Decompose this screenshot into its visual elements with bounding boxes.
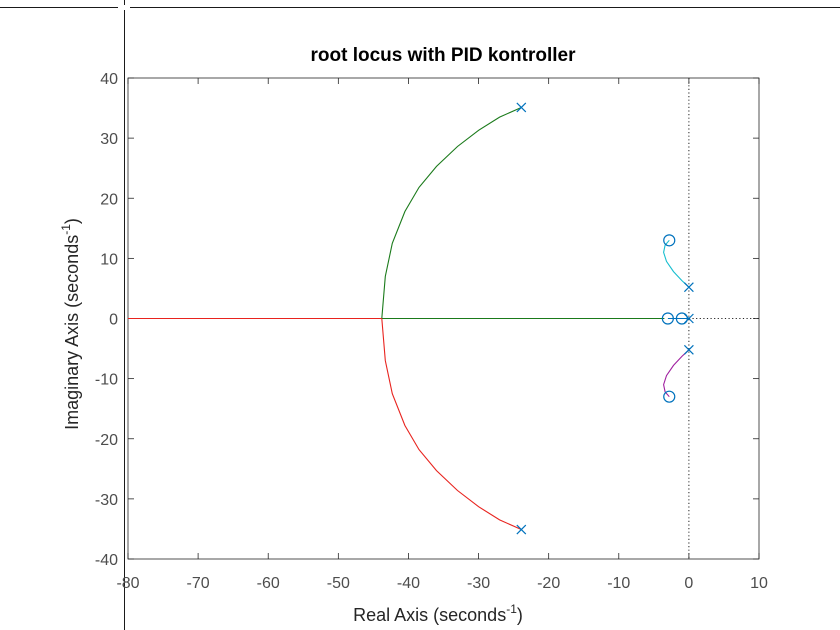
x-tick-label: -40 [397, 575, 420, 592]
zero-marker [675, 312, 688, 325]
y-axis-label-end: ) [62, 218, 82, 224]
x-tick-label: -50 [327, 575, 350, 592]
x-axis-label-end: ) [517, 605, 523, 625]
pole-marker [516, 524, 527, 535]
pole-marker [683, 344, 694, 355]
y-tick-label: -40 [95, 552, 118, 569]
chart-title: root locus with PID kontroller [311, 45, 577, 66]
x-axis-label-sup: -1 [506, 602, 517, 616]
x-tick-label: -80 [116, 575, 139, 592]
y-axis-label-main: Imaginary Axis (seconds [62, 235, 82, 430]
plot-area: -80 -70 -60 -50 -40 -30 -20 -10 0 10 -40 -30 -20 -10 0… [95, 71, 768, 592]
y-tick-label: 10 [100, 251, 118, 268]
x-tick-label: 0 [684, 575, 693, 592]
y-tick-label: -10 [95, 372, 118, 389]
zero-marker [661, 312, 674, 325]
locus-branch-2 [381, 318, 522, 531]
x-axis-label: Real Axis (seconds-1) [353, 602, 523, 625]
y-tick-label: 0 [109, 312, 118, 329]
y-axis-label-sup: -1 [59, 224, 73, 235]
pole-marker [516, 102, 527, 113]
locus-branch-0 [381, 106, 522, 319]
x-tick-label: -30 [467, 575, 490, 592]
x-tick-label: -60 [257, 575, 280, 592]
pole-marker [683, 282, 694, 293]
y-tick-label: 20 [100, 191, 118, 208]
y-tick-label: 40 [100, 71, 118, 88]
x-tick-label: 10 [750, 575, 768, 592]
locus-branch-5 [663, 349, 690, 398]
y-tick-label: -30 [95, 492, 118, 509]
y-axis-label: Imaginary Axis (seconds-1) [59, 218, 82, 430]
zero-marker [663, 234, 676, 247]
x-axis-label-main: Real Axis (seconds [353, 605, 506, 625]
y-tick-label: 30 [100, 131, 118, 148]
y-tick-label: -20 [95, 432, 118, 449]
x-tick-label: -20 [537, 575, 560, 592]
zero-marker [663, 390, 676, 403]
x-tick-label: -70 [187, 575, 210, 592]
locus-branch-4 [663, 239, 690, 288]
x-tick-label: -10 [607, 575, 630, 592]
